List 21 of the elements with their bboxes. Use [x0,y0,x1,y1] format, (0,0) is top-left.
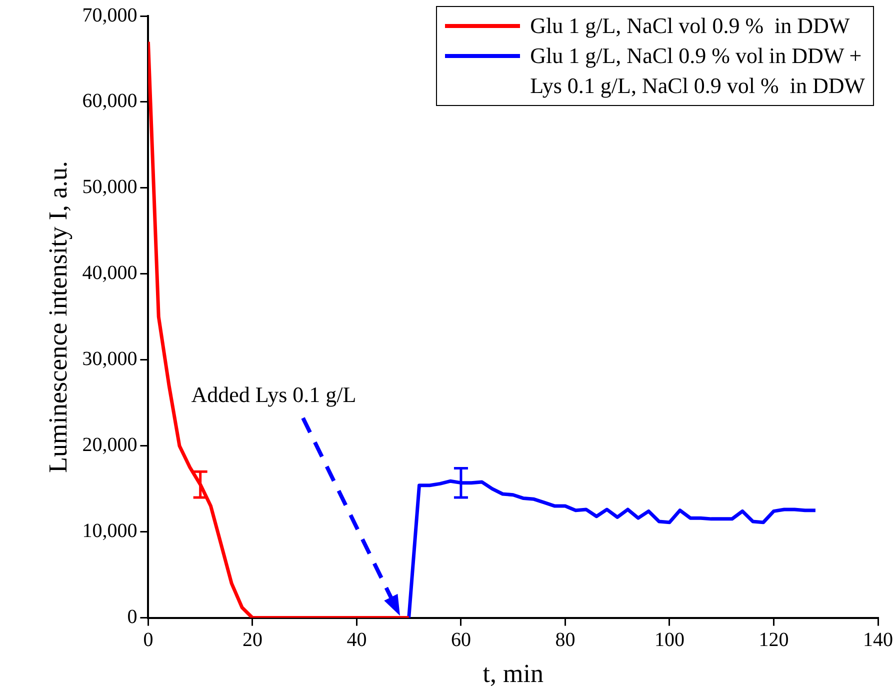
annotation: Added Lys 0.1 g/L [191,382,356,407]
legend-label: Glu 1 g/L, NaCl 0.9 % vol in DDW + Lys 0.1 g/L, NaCl 0.9 vol % in DDW [530,42,865,100]
x-tick-label: 80 [555,629,576,652]
y-tick-label: 40,000 [82,262,138,284]
y-tick-label: 20,000 [82,434,138,456]
x-tick-label: 40 [346,629,367,652]
y-tick-label: 50,000 [82,176,138,198]
x-tick-label: 120 [758,629,789,652]
x-tick-label: 20 [242,629,262,652]
y-tick-label: 60,000 [82,90,138,112]
y-tick-label: 30,000 [82,348,138,370]
x-tick-label: 60 [450,629,471,652]
legend-label: Glu 1 g/L, NaCl vol 0.9 % in DDW [530,12,850,40]
y-tick-label: 70,000 [82,4,138,26]
y-axis-title: Luminescence intensity I, a.u. [43,160,72,473]
x-tick-label: 140 [863,629,893,652]
x-tick-label: 0 [143,629,154,652]
y-tick-label: 10,000 [82,520,138,542]
x-tick-label: 100 [654,629,684,652]
y-tick-label: 0 [127,606,138,628]
x-axis-title: t, min [482,659,544,688]
